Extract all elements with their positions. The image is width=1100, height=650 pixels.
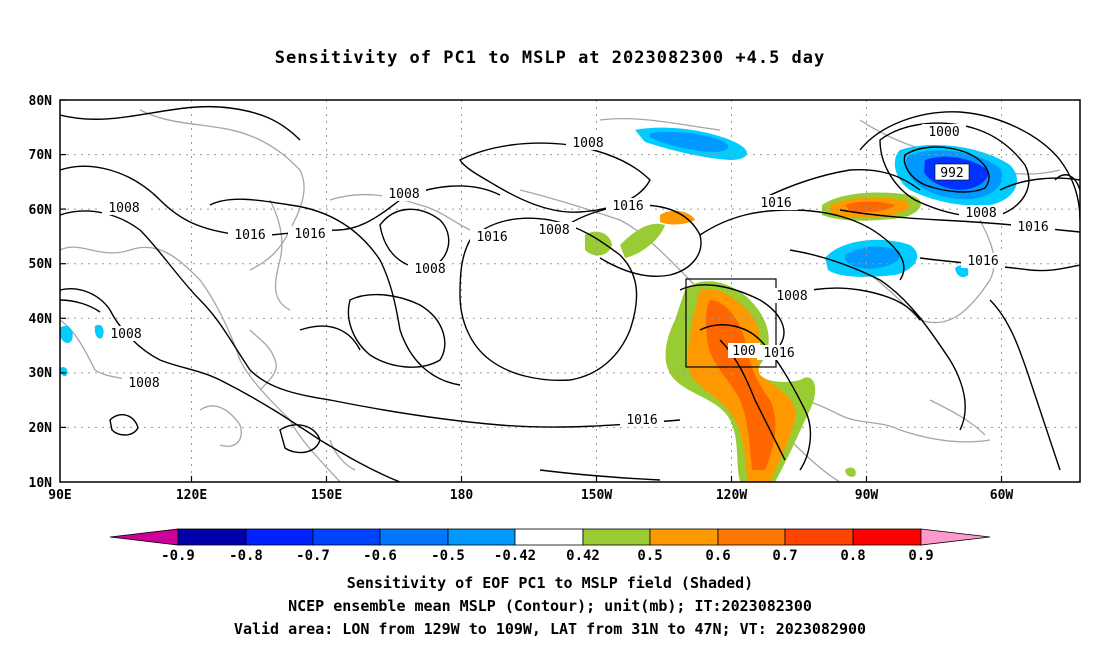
chart-title: Sensitivity of PC1 to MSLP at 2023082300… [274, 48, 826, 68]
contour-label: 1008 [414, 262, 445, 277]
contour-label: 1016 [476, 230, 507, 245]
colorbar-label: 0.6 [705, 548, 730, 564]
contour-label: 1016 [626, 413, 657, 428]
colorbar [109, 528, 991, 546]
contour-label: 1016 [1017, 220, 1048, 235]
contour-label: 1008 [108, 201, 139, 216]
lat-tick-label: 40N [29, 312, 53, 327]
colorbar-swatch [582, 528, 651, 546]
contour-label: 1008 [538, 223, 569, 238]
colorbar-label: 0.8 [840, 548, 865, 564]
lon-tick-label: 90E [48, 488, 71, 503]
colorbar-swatch [447, 528, 516, 546]
colorbar-swatch [312, 528, 381, 546]
contour-label: 1008 [776, 289, 807, 304]
lon-tick-label: 120W [716, 488, 747, 503]
contour-label: 1016 [967, 254, 998, 269]
axis-ticks [60, 99, 1003, 482]
lat-tick-label: 50N [29, 257, 53, 272]
colorbar-label: -0.8 [229, 548, 263, 564]
colorbar-label: -0.9 [161, 548, 195, 564]
contour-label: 1016 [234, 228, 265, 243]
lon-tick-label: 120E [176, 488, 207, 503]
lat-tick-label: 20N [29, 421, 53, 436]
contour-label: 1016 [294, 227, 325, 242]
lon-tick-label: 60W [990, 488, 1014, 503]
colorbar-labels: -0.9 -0.8 -0.7 -0.6 -0.5 -0.42 0.42 0.5 … [161, 548, 934, 564]
colorbar-label: -0.5 [431, 548, 465, 564]
contour-labels: 1008 1016 1008 1008 1016 1016 1008 1016 … [102, 124, 1055, 428]
lat-tick-label: 60N [29, 203, 53, 218]
colorbar-swatch [177, 528, 247, 546]
caption-line-3: Valid area: LON from 129W to 109W, LAT f… [233, 620, 867, 638]
colorbar-swatch [649, 528, 719, 546]
contour-label: 992 [940, 166, 963, 181]
lon-tick-label: 150E [311, 488, 342, 503]
colorbar-swatch [379, 528, 449, 546]
map-frame [59, 99, 1081, 483]
positive-sensitivity-shading [585, 192, 921, 482]
contour-label: 1008 [110, 327, 141, 342]
colorbar-label: 0.5 [637, 548, 662, 564]
colorbar-swatch [717, 528, 786, 546]
colorbar-label: -0.7 [296, 548, 330, 564]
colorbar-label: 0.7 [772, 548, 797, 564]
contour-label: 1016 [612, 199, 643, 214]
lat-tick-label: 30N [29, 366, 53, 381]
lat-tick-label: 70N [29, 148, 53, 163]
colorbar-label: 0.42 [566, 548, 600, 564]
colorbar-swatch [245, 528, 314, 546]
lat-tick-label: 80N [29, 94, 53, 109]
contour-label: 1008 [572, 136, 603, 151]
contour-label: 100 [732, 344, 755, 359]
colorbar-label: -0.6 [363, 548, 397, 564]
lat-tick-label: 10N [29, 476, 53, 491]
contour-label: 1016 [760, 196, 791, 211]
colorbar-label: -0.42 [494, 548, 536, 564]
contour-label: 1008 [965, 206, 996, 221]
latitude-labels: 80N 70N 60N 50N 40N 30N 20N 10N [29, 94, 53, 491]
lon-tick-label: 180 [450, 488, 474, 503]
colorbar-swatch [109, 528, 179, 546]
contour-label: 1008 [128, 376, 159, 391]
contour-label: 1016 [763, 346, 794, 361]
lon-tick-label: 150W [581, 488, 612, 503]
lon-tick-label: 90W [855, 488, 879, 503]
colorbar-swatch [920, 528, 991, 546]
longitude-labels: 90E 120E 150E 180 150W 120W 90W 60W [48, 488, 1013, 503]
colorbar-swatch [784, 528, 854, 546]
colorbar-swatch [514, 528, 584, 546]
caption-line-1: Sensitivity of EOF PC1 to MSLP field (Sh… [346, 574, 754, 592]
contour-label: 1000 [928, 125, 959, 140]
contour-label: 1008 [388, 187, 419, 202]
caption-line-2: NCEP ensemble mean MSLP (Contour); unit(… [288, 597, 812, 615]
colorbar-swatch [852, 528, 922, 546]
colorbar-label: 0.9 [908, 548, 933, 564]
valid-area-box [685, 278, 777, 368]
map-grid [60, 100, 1080, 482]
